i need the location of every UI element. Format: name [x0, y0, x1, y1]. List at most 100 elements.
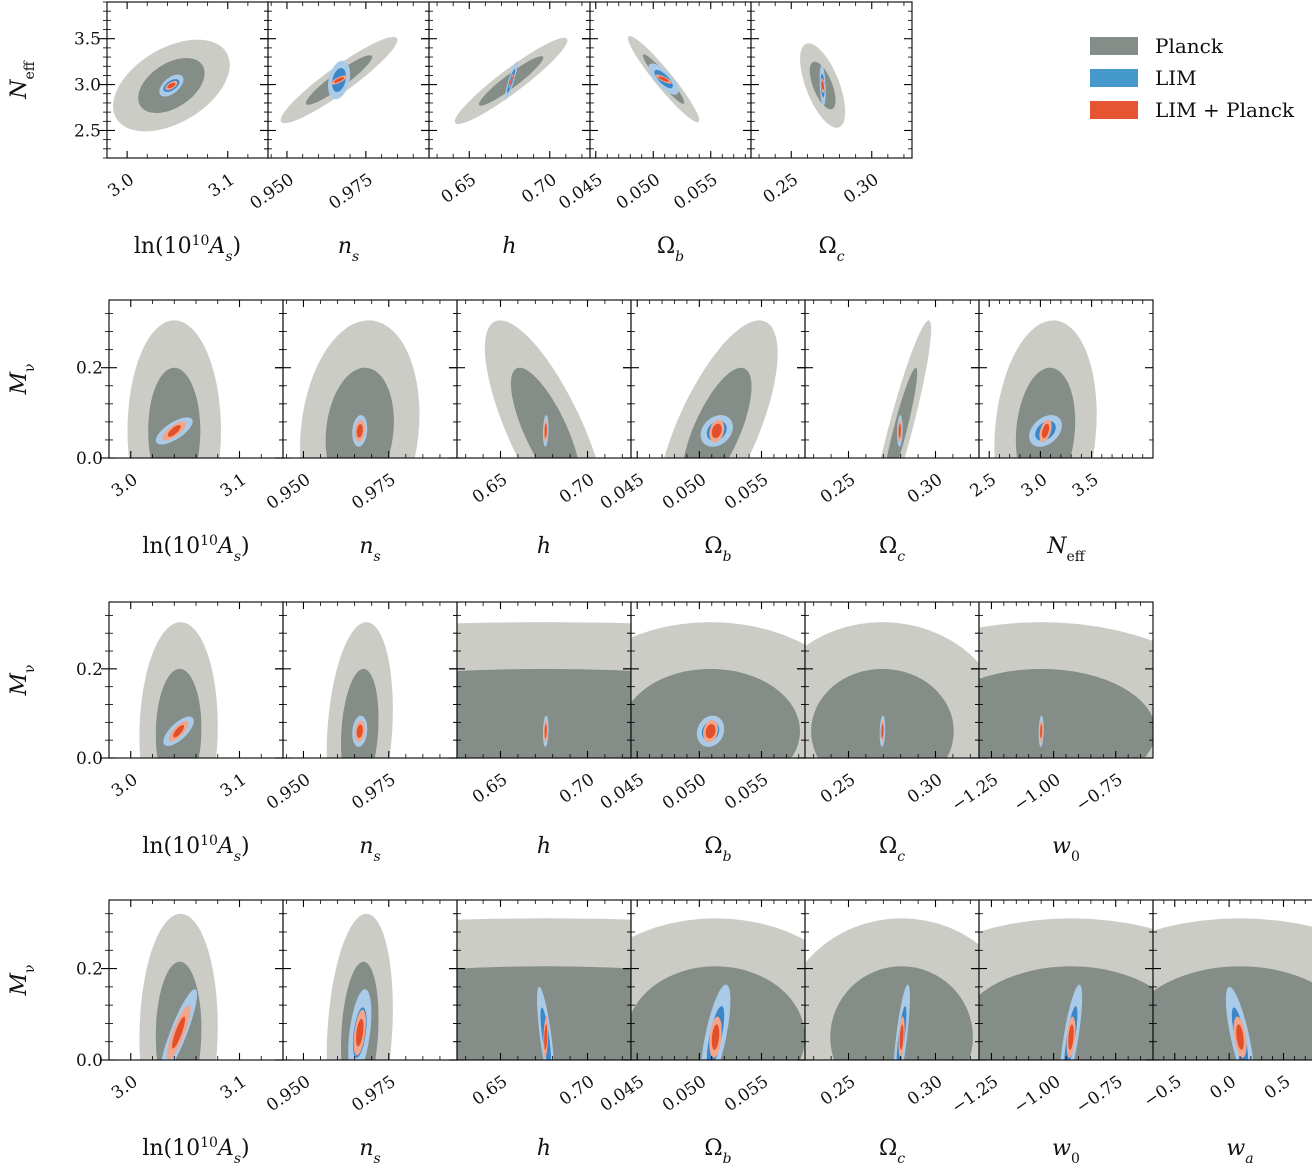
panel-lnAs: 3.0 3.1 ln(1010As)	[99, 1, 269, 265]
legend: Planck LIM LIM + Planck	[1090, 34, 1295, 122]
x-axis-label-Oc: Ωc	[818, 234, 844, 265]
contour-lim-planck-1sigma	[356, 424, 363, 438]
x-tick-label: 0.30	[904, 470, 946, 508]
x-tick-label: 0.975	[325, 170, 376, 214]
x-tick-label: 0.5	[1261, 1072, 1295, 1104]
x-tick-label: 0.25	[817, 470, 859, 508]
x-axis-label-wa: wa	[1226, 1136, 1253, 1167]
x-tick-label: 0.65	[469, 1072, 511, 1110]
panel-Ob: 0.045 0.050 0.055 Ωb	[597, 601, 806, 865]
contour-lim-planck-1sigma	[821, 80, 824, 91]
x-axis-label-ns: ns	[359, 534, 380, 565]
x-axis-label-Neff: Neff	[1046, 534, 1086, 565]
x-tick-label: 3.1	[217, 470, 251, 502]
panel-Oc: 0.25 0.30 Ωc	[797, 601, 980, 865]
panel-Ob: 0.045 0.050 0.055 Ωb	[555, 1, 752, 265]
y-tick-label: 0.0	[76, 1051, 103, 1071]
panel-h: 0.65 0.70 h	[449, 299, 632, 559]
contour-lim-planck-1sigma	[356, 724, 363, 738]
x-axis-label-lnAs: ln(1010As)	[142, 533, 249, 565]
legend-label-lim: LIM	[1155, 66, 1197, 90]
y-tick-label: 0.2	[76, 960, 103, 980]
contour-lim-planck-1sigma	[1040, 724, 1043, 739]
x-axis-label-Oc: Ωc	[879, 534, 905, 565]
x-tick-label: 3.0	[108, 770, 142, 802]
x-axis-label-w0: w0	[1052, 834, 1080, 865]
contour-lim-planck-1sigma	[334, 77, 345, 83]
contour-planck-1sigma	[341, 668, 379, 758]
x-axis-label-Ob: Ωb	[657, 234, 684, 265]
legend-swatch-planck	[1090, 37, 1138, 55]
x-tick-label: −1.25	[948, 1072, 1002, 1118]
row-1: Neff 2.5 3.0 3.5 3.0 3.1 ln(1010As)0.950 0.975 n…	[7, 1, 913, 265]
x-tick-label: 0.30	[840, 170, 882, 208]
contour-lim-planck-1sigma	[881, 724, 884, 739]
contour-lim-planck-1sigma	[167, 82, 176, 89]
x-axis-label-lnAs: ln(1010As)	[142, 1135, 249, 1167]
y-axis-label: Mν	[7, 664, 38, 696]
x-tick-label: 0.045	[555, 170, 606, 214]
contour-lim-planck-1sigma	[509, 76, 513, 86]
row-2: Mν 0.0 0.2 3.0 3.1 ln(1010As) 0.950 0.975 ns 0.65…	[7, 299, 1154, 565]
contour-planck-1sigma	[811, 668, 954, 758]
contour-planck-1sigma	[631, 668, 800, 758]
x-tick-label: 3.0	[104, 170, 138, 202]
x-axis-label-Oc: Ωc	[879, 834, 905, 865]
x-axis-label-Ob: Ωb	[704, 534, 731, 565]
x-axis-label-lnAs: ln(1010As)	[134, 233, 241, 265]
panel-h: 0.65 0.70 h	[449, 601, 632, 859]
x-tick-label: 0.975	[348, 470, 399, 514]
x-tick-label: 0.055	[721, 1072, 772, 1116]
x-axis-label-h: h	[537, 534, 551, 559]
contour-lim-planck-1sigma	[711, 423, 722, 439]
x-tick-label: 0.25	[760, 170, 802, 208]
panel-ns: 0.950 0.975 ns	[246, 1, 430, 265]
x-tick-label: 3.0	[1018, 470, 1052, 502]
x-tick-label: 3.0	[108, 1072, 142, 1104]
contour-lim-planck-1sigma	[356, 1018, 364, 1047]
x-tick-label: 0.70	[518, 170, 560, 208]
contour-lim-planck-1sigma	[172, 1016, 186, 1049]
panel-Neff: 2.5 3.0 3.5 Neff	[966, 299, 1154, 565]
y-tick-label: 0.2	[76, 359, 103, 379]
x-tick-label: 0.65	[469, 770, 511, 808]
x-tick-label: 0.050	[659, 470, 710, 514]
x-tick-label: 0.050	[659, 770, 710, 814]
x-tick-label: 0.25	[817, 770, 859, 808]
x-tick-label: −0.75	[1072, 1072, 1126, 1118]
y-tick-label: 3.0	[74, 76, 101, 96]
y-axis-label: Neff	[7, 60, 38, 100]
x-tick-label: 0.055	[670, 170, 721, 214]
x-tick-label: 0.70	[556, 470, 598, 508]
x-tick-label: 3.5	[1069, 470, 1103, 502]
x-axis-label-Oc: Ωc	[879, 1136, 905, 1167]
x-tick-label: 2.5	[966, 470, 1000, 502]
contour-lim-planck-1sigma	[899, 1024, 904, 1050]
panel-wa: −0.5 0.0 0.5 wa	[1140, 899, 1312, 1167]
panel-h: 0.65 0.70 h	[449, 899, 632, 1161]
x-tick-label: 0.25	[817, 1072, 859, 1110]
x-tick-label: 0.950	[263, 470, 314, 514]
legend-swatch-lim-planck	[1090, 101, 1138, 119]
x-tick-label: 3.1	[205, 170, 239, 202]
panel-ns: 0.950 0.975 ns	[263, 899, 458, 1167]
x-tick-label: 0.70	[556, 770, 598, 808]
y-tick-label: 0.2	[76, 660, 103, 680]
panel-ns: 0.950 0.975 ns	[263, 299, 458, 565]
x-axis-label-ns: ns	[359, 834, 380, 865]
row-4: Mν 0.0 0.2 3.0 3.1 ln(1010As) 0.950 0.975 ns 0.65…	[7, 899, 1312, 1167]
contour-planck-1sigma	[155, 961, 202, 1060]
panel-ns: 0.950 0.975 ns	[263, 601, 458, 865]
y-tick-label: 0.0	[76, 449, 103, 469]
contour-planck-1sigma	[979, 966, 1153, 1060]
x-tick-label: 0.950	[263, 770, 314, 814]
x-tick-label: 0.975	[348, 1072, 399, 1116]
panel-Oc: 0.25 0.30 Ωc	[797, 899, 980, 1167]
y-tick-label: 0.0	[76, 749, 103, 769]
contour-lim-planck-1sigma	[173, 725, 184, 738]
x-tick-label: 0.050	[613, 170, 664, 214]
panel-lnAs: 3.0 3.1 ln(1010As)	[101, 299, 284, 565]
panel-lnAs: 3.0 3.1 ln(1010As)	[101, 899, 284, 1167]
contour-lim-planck-1sigma	[711, 1024, 720, 1050]
